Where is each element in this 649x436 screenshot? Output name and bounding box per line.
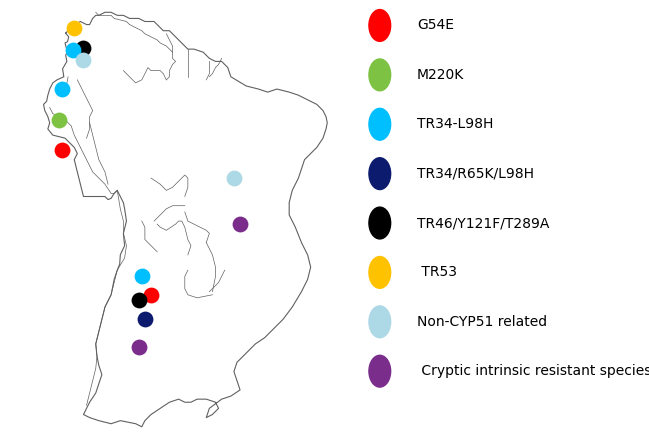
Point: [134, 296, 144, 303]
Text: G54E: G54E: [417, 18, 454, 32]
Circle shape: [369, 306, 391, 338]
Point: [56, 85, 67, 92]
Text: TR34/R65K/L98H: TR34/R65K/L98H: [417, 167, 534, 181]
Circle shape: [369, 10, 391, 41]
Text: TR53: TR53: [417, 266, 457, 279]
Point: [79, 57, 89, 64]
Point: [54, 116, 64, 123]
Point: [136, 273, 147, 280]
Point: [79, 44, 89, 51]
Point: [56, 147, 67, 154]
Text: Non-CYP51 related: Non-CYP51 related: [417, 315, 547, 329]
Point: [68, 47, 79, 54]
Text: Cryptic intrinsic resistant species: Cryptic intrinsic resistant species: [417, 364, 649, 378]
Circle shape: [369, 207, 391, 239]
Text: M220K: M220K: [417, 68, 464, 82]
Point: [235, 221, 245, 228]
Circle shape: [369, 256, 391, 288]
Text: TR46/Y121F/T289A: TR46/Y121F/T289A: [417, 216, 549, 230]
Circle shape: [369, 158, 391, 190]
Point: [140, 316, 150, 323]
Text: TR34-L98H: TR34-L98H: [417, 117, 493, 131]
Point: [146, 291, 156, 298]
Point: [69, 24, 79, 31]
Point: [228, 174, 239, 181]
Circle shape: [369, 59, 391, 91]
Polygon shape: [43, 12, 327, 427]
Point: [134, 344, 144, 351]
Circle shape: [369, 355, 391, 387]
Circle shape: [369, 108, 391, 140]
